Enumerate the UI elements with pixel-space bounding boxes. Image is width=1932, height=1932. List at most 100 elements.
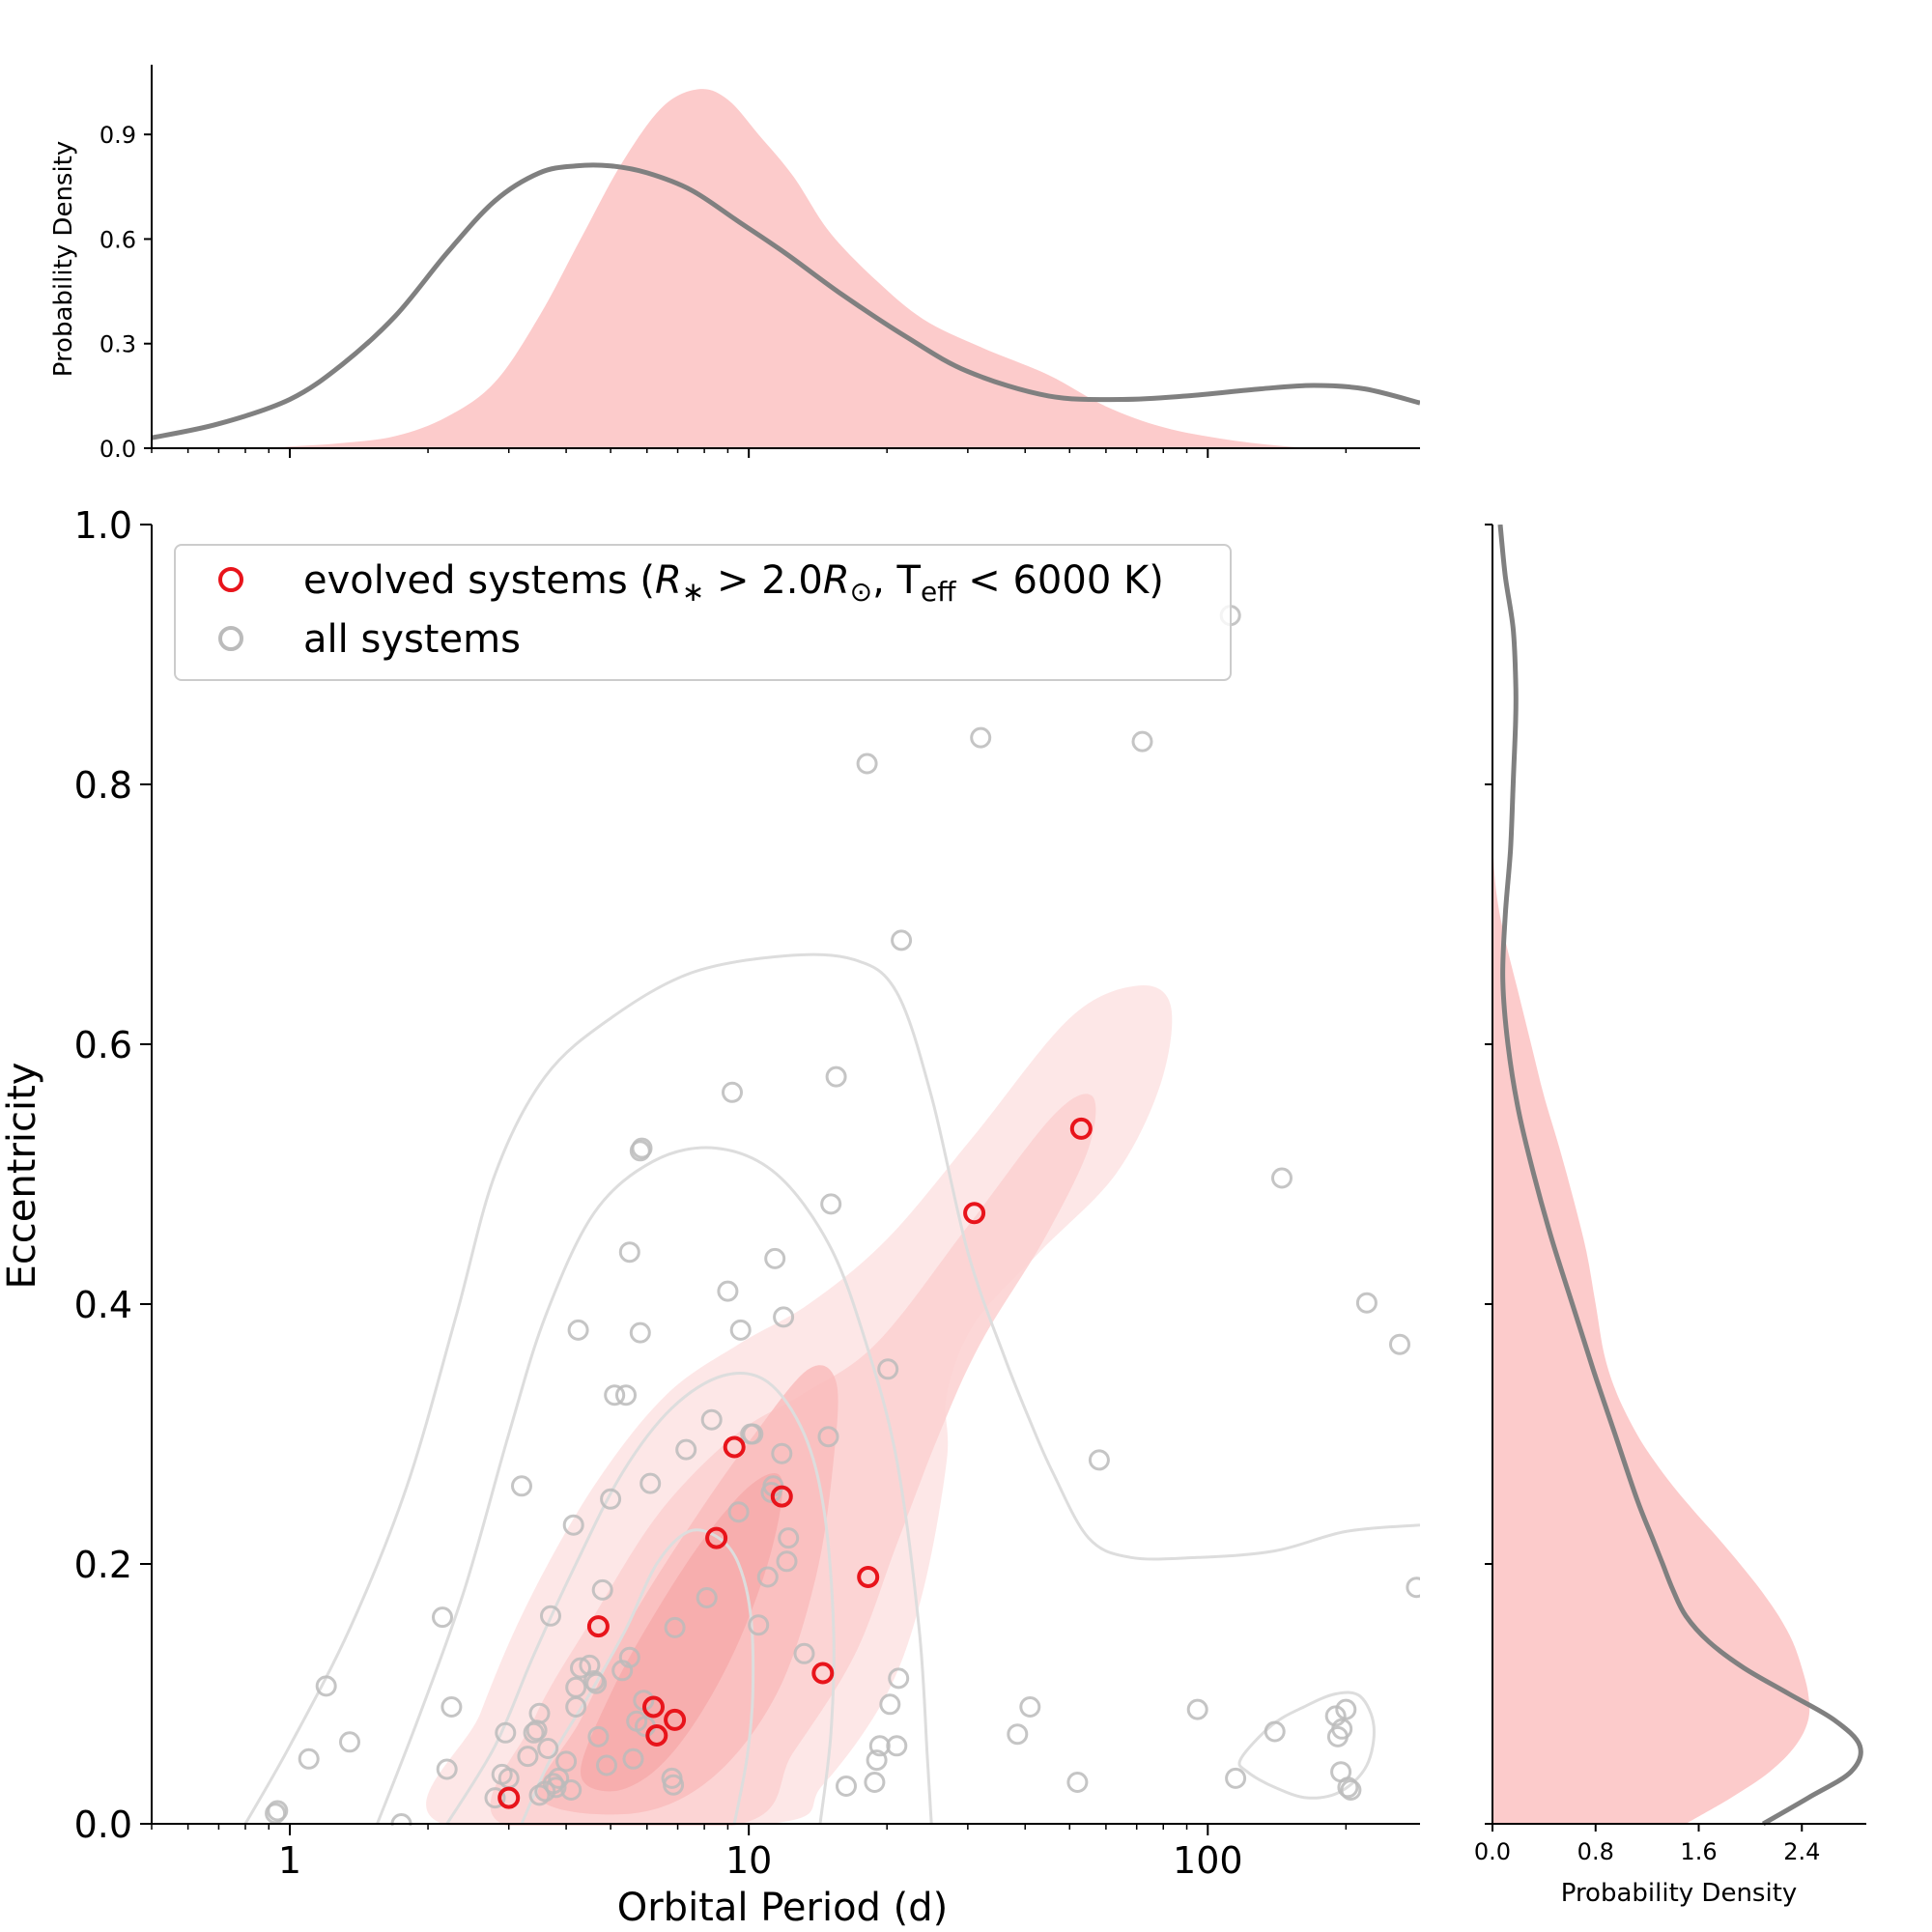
all-systems-point bbox=[817, 1426, 839, 1448]
evolved-system-point bbox=[811, 1662, 835, 1685]
all-systems-point bbox=[1019, 1696, 1041, 1718]
all-systems-point bbox=[696, 1587, 718, 1608]
legend-evolved-marker bbox=[218, 567, 243, 592]
legend: evolved systems (R∗ > 2.0R⊙, Teff < 6000… bbox=[174, 544, 1232, 681]
all-systems-point bbox=[675, 1438, 697, 1461]
all-systems-point bbox=[888, 1667, 910, 1690]
all-systems-point bbox=[1340, 1779, 1362, 1801]
right-marginal-panel: 0.0 0.8 1.6 2.4 Probability Density bbox=[1474, 524, 1866, 1908]
all-systems-contour-lines bbox=[243, 952, 1420, 1825]
y-tick-label: 1.0 bbox=[74, 504, 132, 547]
legend-box bbox=[174, 544, 1232, 681]
all-systems-point bbox=[877, 1358, 899, 1380]
all-systems-point bbox=[528, 1702, 551, 1724]
evolved-filled-contours bbox=[426, 985, 1173, 1826]
all-systems-point bbox=[722, 1081, 743, 1103]
all-systems-point bbox=[717, 1280, 739, 1302]
all-systems-point bbox=[511, 1475, 532, 1497]
all-systems-point bbox=[523, 1721, 545, 1744]
all-systems-point bbox=[764, 1247, 786, 1269]
all-systems-point bbox=[1337, 1776, 1359, 1799]
y-tick-label: 0.2 bbox=[74, 1544, 132, 1586]
x-tick-label: 100 bbox=[1173, 1839, 1243, 1882]
all-systems-point bbox=[495, 1721, 517, 1744]
all-systems-point bbox=[629, 1321, 651, 1344]
all-systems-point bbox=[886, 1735, 908, 1757]
x-axis-label: Orbital Period (d) bbox=[617, 1886, 949, 1930]
all-systems-point bbox=[567, 1319, 589, 1341]
all-systems-point bbox=[664, 1616, 686, 1638]
all-systems-point bbox=[663, 1774, 685, 1796]
all-systems-point bbox=[891, 929, 913, 952]
all-systems-point bbox=[517, 1746, 539, 1768]
all-contour-line bbox=[520, 1528, 755, 1825]
all-systems-point bbox=[700, 1408, 723, 1431]
all-systems-point bbox=[742, 1423, 764, 1445]
legend-all-marker bbox=[218, 626, 243, 651]
main-scatter-panel: 0.0 0.2 0.4 0.6 0.8 1.0 1 10 100 Orbital Period… bbox=[0, 504, 1420, 1930]
all-systems-point bbox=[587, 1725, 610, 1747]
all-systems-point bbox=[600, 1488, 622, 1510]
all-systems-point bbox=[970, 726, 992, 749]
all-contour-line bbox=[445, 1371, 836, 1825]
all-systems-point bbox=[1389, 1333, 1410, 1355]
evolved-system-point bbox=[723, 1435, 746, 1459]
all-systems-point bbox=[579, 1654, 601, 1676]
top-evolved-kde-fill bbox=[152, 89, 1347, 448]
top-y-tick-label: 0.0 bbox=[99, 436, 136, 463]
evolved-systems-points bbox=[497, 1117, 1093, 1809]
top-y-axis-label: Probability Density bbox=[49, 141, 78, 378]
all-systems-point bbox=[585, 1672, 608, 1694]
all-systems-point bbox=[555, 1750, 578, 1773]
all-systems-point bbox=[776, 1550, 798, 1573]
evolved-system-point bbox=[664, 1708, 687, 1731]
all-systems-point bbox=[856, 753, 878, 775]
right-x-tick-label: 2.4 bbox=[1783, 1838, 1820, 1865]
all-systems-point bbox=[773, 1306, 795, 1328]
top-y-tick-label: 0.6 bbox=[99, 226, 136, 253]
all-systems-point bbox=[604, 1384, 626, 1406]
all-systems-point bbox=[548, 1767, 570, 1789]
all-systems-point bbox=[570, 1657, 591, 1679]
all-contour-line bbox=[376, 1146, 933, 1825]
right-x-tick-label: 0.8 bbox=[1577, 1838, 1614, 1865]
y-axis-label: Eccentricity bbox=[0, 1063, 44, 1290]
evolved-system-point bbox=[857, 1566, 880, 1588]
all-systems-point bbox=[1131, 730, 1153, 753]
all-systems-point bbox=[793, 1642, 815, 1664]
all-systems-point bbox=[528, 1784, 551, 1806]
all-systems-point bbox=[1264, 1720, 1286, 1743]
all-systems-point bbox=[565, 1676, 587, 1698]
evolved-system-point bbox=[770, 1485, 793, 1508]
all-systems-point bbox=[1186, 1698, 1208, 1720]
all-systems-point bbox=[866, 1749, 888, 1772]
all-systems-point bbox=[1331, 1718, 1353, 1740]
all-systems-point bbox=[1066, 1772, 1089, 1793]
y-tick-label: 0.8 bbox=[74, 764, 132, 807]
evolved-system-point bbox=[963, 1202, 986, 1225]
all-systems-point bbox=[1088, 1449, 1110, 1471]
all-systems-point bbox=[298, 1747, 320, 1770]
all-systems-point bbox=[820, 1193, 842, 1215]
all-contour-line bbox=[1237, 1690, 1376, 1800]
y-tick-label: 0.4 bbox=[74, 1284, 132, 1326]
all-systems-point bbox=[267, 1800, 289, 1822]
evolved-system-point bbox=[497, 1786, 521, 1809]
all-systems-point bbox=[864, 1772, 886, 1793]
all-systems-point bbox=[484, 1787, 506, 1809]
all-systems-point bbox=[1271, 1167, 1293, 1189]
all-systems-point bbox=[1335, 1698, 1357, 1720]
all-systems-point bbox=[545, 1776, 567, 1799]
all-systems-point bbox=[618, 1646, 640, 1668]
all-systems-point bbox=[1225, 1767, 1247, 1789]
top-y-tick-label: 0.3 bbox=[99, 331, 136, 358]
all-systems-point bbox=[778, 1527, 800, 1549]
all-systems-point bbox=[622, 1747, 644, 1770]
right-x-axis-label: Probability Density bbox=[1561, 1879, 1798, 1908]
top-y-tick-label: 0.9 bbox=[99, 122, 136, 149]
all-systems-point bbox=[639, 1472, 662, 1494]
all-systems-point bbox=[631, 1137, 653, 1159]
all-systems-point bbox=[615, 1384, 637, 1406]
all-systems-point bbox=[756, 1566, 779, 1588]
